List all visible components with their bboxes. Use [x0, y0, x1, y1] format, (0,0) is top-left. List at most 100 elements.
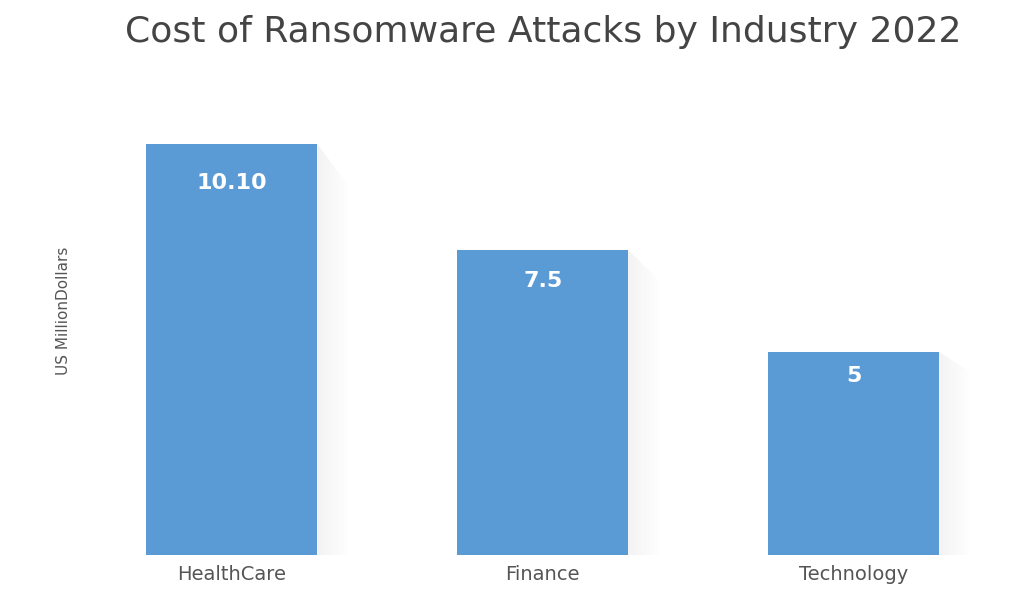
Polygon shape [963, 555, 965, 562]
Polygon shape [647, 268, 648, 555]
Polygon shape [954, 362, 956, 555]
Polygon shape [329, 555, 332, 566]
Polygon shape [635, 256, 636, 555]
Polygon shape [636, 258, 638, 555]
Polygon shape [341, 555, 343, 562]
Polygon shape [343, 555, 345, 562]
Polygon shape [345, 555, 348, 561]
Polygon shape [321, 149, 323, 555]
Polygon shape [318, 146, 321, 555]
Polygon shape [642, 555, 644, 565]
Polygon shape [948, 358, 950, 555]
Polygon shape [664, 555, 666, 559]
Text: 10.10: 10.10 [197, 173, 267, 193]
Polygon shape [317, 555, 319, 570]
Polygon shape [953, 361, 954, 555]
Polygon shape [974, 555, 976, 559]
Polygon shape [658, 555, 660, 560]
Polygon shape [651, 273, 653, 555]
Polygon shape [950, 555, 953, 566]
Polygon shape [348, 555, 350, 560]
Polygon shape [951, 360, 953, 555]
Polygon shape [327, 157, 329, 555]
Polygon shape [648, 270, 650, 555]
Polygon shape [967, 555, 970, 561]
Polygon shape [638, 259, 639, 555]
Polygon shape [629, 555, 631, 570]
Polygon shape [323, 555, 325, 568]
Polygon shape [642, 264, 644, 555]
Polygon shape [639, 261, 641, 555]
Polygon shape [352, 555, 354, 559]
Polygon shape [649, 555, 651, 563]
Polygon shape [319, 555, 323, 569]
Polygon shape [638, 555, 640, 567]
Polygon shape [336, 169, 338, 555]
Polygon shape [350, 555, 352, 559]
Polygon shape [972, 555, 974, 559]
Polygon shape [324, 153, 326, 555]
Polygon shape [953, 555, 955, 565]
Polygon shape [640, 555, 642, 566]
Polygon shape [941, 353, 942, 555]
Polygon shape [644, 555, 647, 564]
Polygon shape [323, 150, 324, 555]
Polygon shape [656, 555, 658, 561]
Polygon shape [955, 555, 957, 564]
Polygon shape [957, 364, 959, 555]
Y-axis label: US MillionDollars: US MillionDollars [56, 247, 71, 376]
Polygon shape [970, 555, 972, 560]
Polygon shape [660, 555, 664, 559]
Polygon shape [947, 357, 948, 555]
Polygon shape [644, 265, 645, 555]
Polygon shape [941, 555, 944, 569]
Title: Cost of Ransomware Attacks by Industry 2022: Cost of Ransomware Attacks by Industry 2… [125, 15, 961, 49]
Polygon shape [330, 161, 332, 555]
Polygon shape [629, 250, 630, 555]
Polygon shape [332, 555, 334, 565]
Polygon shape [965, 555, 967, 562]
Polygon shape [942, 354, 944, 555]
Text: 7.5: 7.5 [523, 271, 562, 292]
Polygon shape [633, 555, 635, 568]
Polygon shape [946, 555, 948, 567]
Text: 5: 5 [846, 366, 861, 386]
Polygon shape [326, 155, 327, 555]
Polygon shape [654, 555, 656, 562]
Polygon shape [631, 555, 633, 569]
Polygon shape [948, 555, 950, 567]
Bar [146, 144, 317, 555]
Polygon shape [651, 555, 654, 562]
Polygon shape [647, 555, 649, 564]
Polygon shape [336, 555, 338, 564]
Bar [458, 250, 629, 555]
Polygon shape [334, 555, 336, 564]
Polygon shape [945, 356, 947, 555]
Polygon shape [650, 271, 651, 555]
Polygon shape [963, 367, 964, 555]
Polygon shape [957, 555, 961, 564]
Polygon shape [332, 163, 333, 555]
Polygon shape [339, 173, 341, 555]
Polygon shape [325, 555, 327, 567]
Polygon shape [635, 555, 638, 567]
Polygon shape [333, 165, 335, 555]
Polygon shape [327, 555, 329, 567]
Polygon shape [329, 159, 330, 555]
Polygon shape [939, 555, 941, 570]
Polygon shape [961, 366, 963, 555]
Polygon shape [944, 555, 946, 568]
Polygon shape [645, 267, 647, 555]
Bar [768, 352, 939, 555]
Polygon shape [338, 555, 341, 563]
Polygon shape [335, 167, 336, 555]
Polygon shape [944, 355, 945, 555]
Polygon shape [633, 255, 635, 555]
Polygon shape [632, 253, 633, 555]
Polygon shape [641, 262, 642, 555]
Polygon shape [341, 175, 342, 555]
Polygon shape [338, 171, 339, 555]
Polygon shape [961, 555, 963, 563]
Polygon shape [950, 359, 951, 555]
Polygon shape [630, 252, 632, 555]
